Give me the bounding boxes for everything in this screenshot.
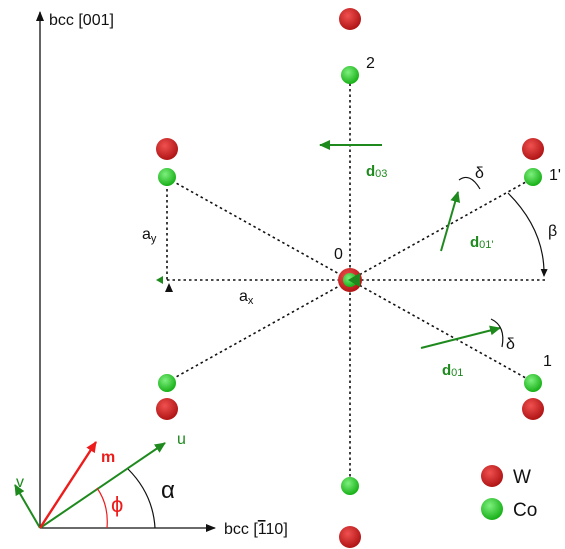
legend-w-label: W	[513, 467, 531, 488]
u-label: u	[177, 431, 186, 448]
d01-arrow	[420, 325, 501, 349]
moment-arrows: d03 d01' d01	[319, 140, 501, 379]
corner-arrow	[165, 283, 173, 292]
legend: W Co	[481, 465, 537, 521]
site-labels: 0 2 1' 1	[334, 55, 561, 370]
phi-arc	[96, 487, 108, 529]
bond-upper-left	[166, 177, 351, 281]
w-atom-lower-right	[522, 398, 544, 420]
ay-label: ay	[142, 226, 157, 245]
lattice-parameters: ay ax	[142, 176, 352, 307]
magnetization-vectors: u v m ϕ α	[14, 431, 186, 529]
co-atom-bottom	[341, 477, 359, 495]
delta-arc-upper	[458, 176, 481, 190]
v-label: v	[16, 474, 24, 491]
v-vector	[14, 484, 41, 529]
alpha-arc	[127, 468, 156, 529]
ax-label: ax	[239, 288, 254, 307]
overbar-digit: 1	[258, 521, 267, 538]
bond-upper-right	[349, 177, 534, 281]
site-label-center: 0	[334, 246, 343, 263]
d01-label: d01	[442, 362, 463, 379]
m-label: m	[101, 449, 115, 466]
beta-label: β	[548, 223, 557, 240]
co-atom-upper-left	[158, 168, 176, 186]
co-atoms	[158, 66, 542, 495]
delta-label-upper: δ	[475, 165, 484, 182]
angle-arcs: δ δ β	[458, 165, 557, 353]
d03-label: d03	[366, 163, 387, 180]
bond-lower-right	[349, 279, 534, 383]
vertical-axis-label: bcc [001]	[49, 12, 114, 29]
w-atom-top	[339, 8, 361, 30]
w-atom-upper-right	[522, 138, 544, 160]
alpha-label: α	[161, 477, 175, 504]
d01p-arrow	[440, 191, 461, 252]
bcc-axes: bcc [001] bcc [110]	[36, 11, 288, 538]
phi-label: ϕ	[111, 492, 123, 517]
site-label-lower-right: 1	[543, 353, 552, 370]
bond-lower-left	[166, 279, 351, 383]
ax-arrow-left	[156, 276, 163, 284]
d01p-label: d01'	[470, 234, 494, 251]
center-moment-arrowhead	[348, 273, 360, 287]
m-vector	[38, 441, 98, 529]
beta-arc	[507, 192, 548, 277]
co-atom-upper-right	[524, 168, 542, 186]
legend-w-swatch	[481, 465, 503, 487]
legend-co-swatch	[481, 498, 503, 520]
site-label-upper-right: 1'	[549, 167, 561, 184]
w-atom-bottom	[339, 526, 361, 548]
site-label-top: 2	[366, 55, 375, 72]
delta-label-lower: δ	[506, 336, 515, 353]
co-atom-lower-right	[524, 374, 542, 392]
co-atom-lower-left	[158, 374, 176, 392]
legend-co-label: Co	[513, 500, 537, 521]
horizontal-axis-label: bcc [110]	[224, 521, 288, 538]
u-vector	[39, 442, 166, 529]
w-atoms	[156, 8, 544, 548]
w-atom-upper-left	[156, 138, 178, 160]
delta-arc-lower	[490, 318, 504, 348]
co-atom-top	[341, 66, 359, 84]
w-atom-lower-left	[156, 398, 178, 420]
